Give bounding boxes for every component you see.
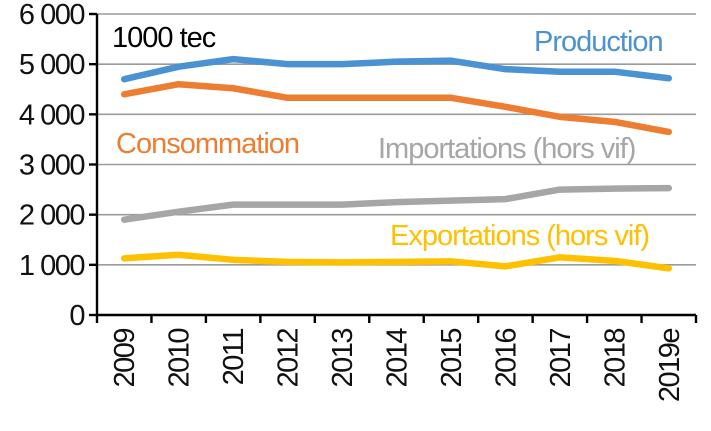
x-tick-label: 2017: [545, 329, 577, 388]
y-tick-label: 4 000: [19, 99, 84, 131]
x-tick-label: 2013: [327, 329, 359, 388]
y-tick-label: 5 000: [19, 49, 84, 81]
x-tick-label: 2014: [382, 328, 414, 388]
x-tick-label: 2018: [599, 329, 631, 388]
series-label-importations: Importations (hors vif): [378, 133, 636, 165]
y-tick-label: 1 000: [19, 250, 84, 282]
series-line-production: [120, 55, 673, 83]
series-line-importations: [120, 184, 673, 223]
y-tick-label: 3 000: [19, 150, 84, 182]
x-tick-label: 2009: [109, 329, 141, 388]
axis-ticks: [89, 12, 698, 323]
series-line-consommation: [120, 80, 673, 136]
series-lines: [120, 55, 673, 272]
y-tick-label: 0: [69, 300, 84, 332]
x-tick-label: 2010: [164, 329, 196, 388]
x-tick-label: 2016: [490, 329, 522, 388]
x-tick-label: 2011: [218, 329, 250, 386]
x-axis-labels: 2009 2010 2011 2012 2013 2014 2015 2016 2017 2018…: [109, 328, 686, 403]
series-label-production: Production: [534, 26, 664, 58]
x-tick-label: 2019e: [654, 329, 686, 403]
unit-label: 1000 tec: [112, 22, 216, 54]
y-tick-label: 2 000: [19, 200, 84, 232]
y-axis-labels: 0 1 000 2 000 3 000 4 000 5 000 6 000: [19, 0, 86, 332]
series-label-exportations: Exportations (hors vif): [390, 220, 650, 252]
x-tick-label: 2012: [273, 329, 305, 388]
series-label-consommation: Consommation: [116, 128, 300, 160]
x-tick-label: 2015: [436, 329, 468, 388]
series-line-exportations: [120, 251, 673, 272]
y-tick-label: 6 000: [19, 0, 84, 31]
